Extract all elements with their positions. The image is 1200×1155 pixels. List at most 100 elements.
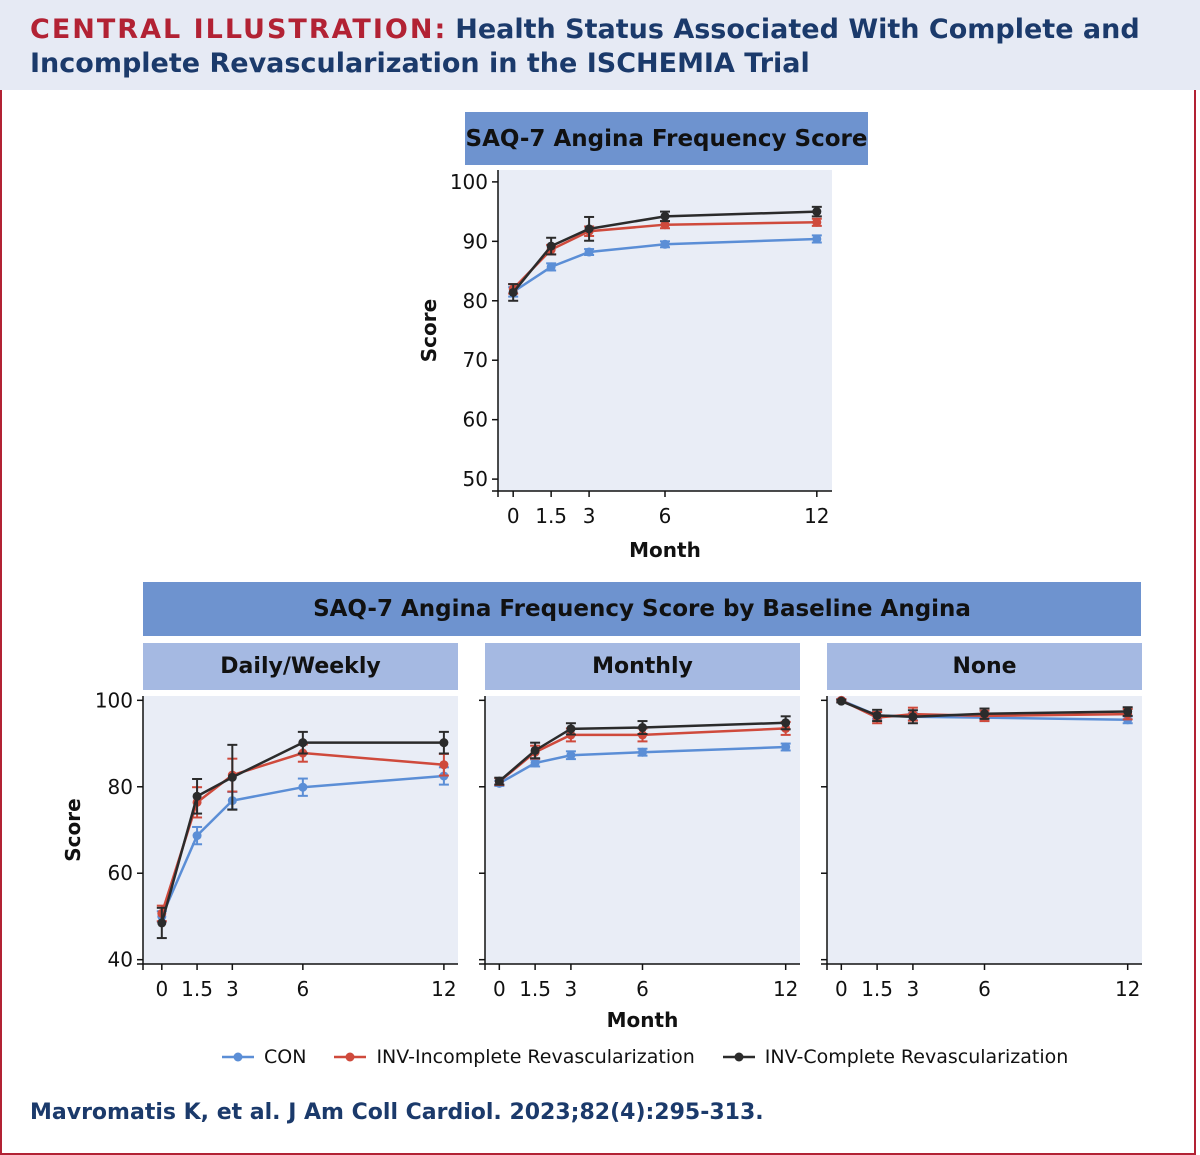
y-axis-label-daily-weekly: Score <box>61 798 85 861</box>
x-tick-label-overall: 1.5 <box>535 504 567 528</box>
y-tick-label-overall: 100 <box>450 170 488 194</box>
data-point-inv-complete <box>638 723 647 733</box>
x-tick-label-monthly: 12 <box>773 977 798 1001</box>
y-tick-label-daily-weekly: 80 <box>108 775 133 799</box>
data-point-inv-complete <box>836 696 846 706</box>
data-point-inv-complete <box>508 287 518 297</box>
series-inv-complete-monthly <box>494 715 791 786</box>
data-point-inv-complete <box>1123 707 1133 717</box>
data-point-con <box>566 750 576 760</box>
data-point-inv-complete <box>530 745 540 755</box>
data-point-inv-complete <box>192 791 202 801</box>
legend-item-con: CON <box>220 1046 306 1068</box>
data-point-inv-complete <box>157 918 167 928</box>
x-tick-label-monthly: 6 <box>636 977 649 1001</box>
y-tick-label-overall: 90 <box>463 229 488 253</box>
legend-dot-inv-complete <box>734 1052 744 1062</box>
data-point-inv-complete <box>546 241 556 251</box>
panel-label-daily-weekly: Daily/Weekly <box>143 643 458 690</box>
chart-none: 0 1.5 3 6 12 <box>821 695 1142 1001</box>
data-point-inv-incomplete <box>660 220 670 230</box>
chart-overall: 50 60 70 80 90 100 0 1.5 3 6 12 Month Score <box>417 170 832 562</box>
x-tick-label-overall: 0 <box>507 504 520 528</box>
data-point-con <box>530 758 540 768</box>
legend-marker-inv-incomplete <box>334 1052 367 1062</box>
data-point-con <box>298 782 308 792</box>
x-axis-label-monthly: Month <box>607 1008 679 1032</box>
x-tick-label-none: 12 <box>1115 977 1140 1001</box>
figure-frame <box>0 90 1196 1155</box>
data-point-inv-complete <box>298 738 308 748</box>
panel-label-none: None <box>827 643 1142 690</box>
y-axis-label-overall: Score <box>417 299 441 362</box>
data-point-inv-complete <box>566 724 576 734</box>
series-inv-complete-none <box>836 696 1133 725</box>
data-point-con <box>781 742 791 752</box>
figure-title: CENTRAL ILLUSTRATION: Health Status Assoc… <box>30 13 1180 81</box>
data-point-inv-complete <box>494 776 504 786</box>
x-tick-label-none: 3 <box>907 977 920 1001</box>
data-point-inv-complete <box>872 710 882 720</box>
data-point-con <box>546 262 556 272</box>
x-tick-label-overall: 12 <box>804 504 829 528</box>
x-tick-label-none: 0 <box>835 977 848 1001</box>
baseline-angina-banner: SAQ-7 Angina Frequency Score by Baseline… <box>143 582 1141 636</box>
y-tick-label-overall: 80 <box>463 289 488 313</box>
citation: Mavromatis K, et al. J Am Coll Cardiol. … <box>30 1100 764 1125</box>
legend-dot-inv-incomplete <box>345 1052 355 1062</box>
data-point-inv-complete <box>227 772 237 782</box>
data-point-inv-complete <box>980 709 989 719</box>
series-inv-complete-daily-weekly <box>156 730 449 940</box>
data-point-inv-complete <box>439 738 449 748</box>
x-tick-label-none: 6 <box>978 977 991 1001</box>
legend-dot-con <box>233 1052 243 1062</box>
chart-daily-weekly: 40 60 80 100 0 1.5 3 6 12 Score <box>61 688 458 1001</box>
series-inv-complete-overall <box>508 205 822 302</box>
data-point-con <box>638 747 647 757</box>
x-tick-label-daily-weekly: 0 <box>155 977 168 1001</box>
x-tick-label-overall: 6 <box>659 504 672 528</box>
y-tick-label-overall: 70 <box>463 348 488 372</box>
x-axis-label-overall: Month <box>629 538 701 562</box>
x-tick-label-monthly: 0 <box>493 977 506 1001</box>
y-tick-label-daily-weekly: 100 <box>95 688 133 712</box>
y-tick-label-overall: 60 <box>463 408 488 432</box>
chart-monthly: 0 1.5 3 6 12 Month <box>479 696 800 1032</box>
legend-marker-inv-complete <box>722 1052 755 1062</box>
x-tick-label-overall: 3 <box>583 504 596 528</box>
legend-marker-con <box>222 1052 254 1062</box>
legend-label-inv-complete: INV-Complete Revascularization <box>764 1046 1069 1068</box>
x-tick-label-daily-weekly: 3 <box>226 977 239 1001</box>
y-tick-label-daily-weekly: 40 <box>108 948 133 972</box>
legend: CON INV-Incomplete Revascularization INV… <box>220 1042 1100 1072</box>
legend-label-inv-incomplete: INV-Incomplete Revascularization <box>376 1046 695 1068</box>
x-tick-label-daily-weekly: 1.5 <box>181 977 213 1001</box>
data-point-con <box>812 234 822 244</box>
data-point-con <box>660 239 670 249</box>
figure-title-text: Health Status Associated With Complete a… <box>30 14 1140 79</box>
data-point-con <box>192 831 202 841</box>
data-point-inv-complete <box>908 712 918 722</box>
header-bar: CENTRAL ILLUSTRATION: Health Status Assoc… <box>0 0 1200 90</box>
x-tick-label-monthly: 3 <box>565 977 578 1001</box>
x-tick-label-monthly: 1.5 <box>519 977 551 1001</box>
data-point-con <box>584 247 594 257</box>
plot-area-none <box>827 696 1142 964</box>
data-point-inv-complete <box>584 224 594 234</box>
x-tick-label-daily-weekly: 6 <box>296 977 309 1001</box>
y-tick-label-overall: 50 <box>463 467 488 491</box>
y-tick-label-daily-weekly: 60 <box>108 861 133 885</box>
x-tick-label-none: 1.5 <box>861 977 893 1001</box>
x-tick-label-daily-weekly: 12 <box>431 977 456 1001</box>
data-point-inv-complete <box>781 718 791 728</box>
figure-tag: CENTRAL ILLUSTRATION: <box>30 14 448 45</box>
top-chart-banner: SAQ-7 Angina Frequency Score <box>465 112 868 165</box>
data-point-inv-incomplete <box>439 760 449 770</box>
panel-label-monthly: Monthly <box>485 643 800 690</box>
data-point-inv-incomplete <box>812 217 822 227</box>
data-point-inv-complete <box>660 211 670 221</box>
plot-area-daily-weekly <box>143 696 458 964</box>
legend-item-inv-incomplete: INV-Incomplete Revascularization <box>332 1046 695 1068</box>
legend-label-con: CON <box>264 1046 307 1068</box>
